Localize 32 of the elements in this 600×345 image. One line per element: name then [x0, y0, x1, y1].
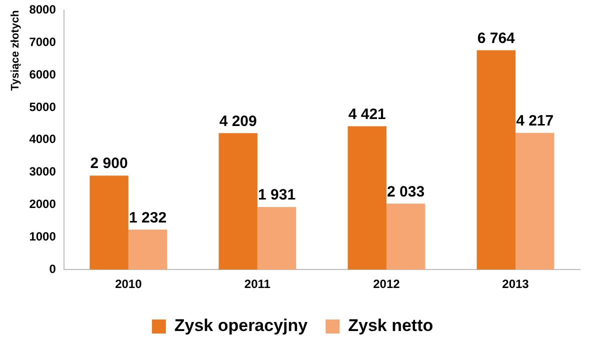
bar: [90, 176, 128, 270]
y-tick-label: 1000: [29, 229, 56, 244]
data-label: 1 232: [128, 209, 167, 226]
y-tick-label: 3000: [29, 164, 56, 179]
legend-label: Zysk operacyjny: [174, 316, 308, 336]
y-tick-label: 6000: [29, 67, 56, 82]
y-tick-label: 8000: [29, 2, 56, 17]
x-tick-label: 2012: [373, 277, 400, 292]
data-label: 4 209: [219, 112, 257, 130]
bar: [218, 133, 258, 270]
x-tick-label: 2013: [502, 277, 530, 292]
y-tick-label: 4000: [29, 132, 56, 146]
y-axis-title: Tysiące złotych: [10, 10, 22, 91]
bar: [515, 132, 554, 270]
y-tick-label: 0: [49, 262, 56, 276]
legend-label: Zysk netto: [348, 316, 434, 336]
data-label: 2 900: [90, 155, 128, 172]
bar: [386, 204, 426, 270]
bar: [476, 50, 516, 270]
data-label: 2 033: [387, 183, 425, 200]
y-tick-label: 7000: [29, 34, 56, 49]
x-tick-label: 2010: [115, 277, 142, 292]
y-tick-label: 2000: [29, 197, 56, 212]
data-label: 4 421: [348, 106, 386, 123]
data-label: 1 931: [258, 186, 296, 204]
y-tick-label: 5000: [29, 100, 56, 114]
data-label: 6 764: [477, 30, 516, 47]
bar: [128, 230, 168, 270]
data-label: 4 217: [516, 112, 554, 130]
bar: [257, 206, 296, 270]
x-tick-label: 2011: [244, 277, 271, 292]
bar: [348, 126, 386, 270]
